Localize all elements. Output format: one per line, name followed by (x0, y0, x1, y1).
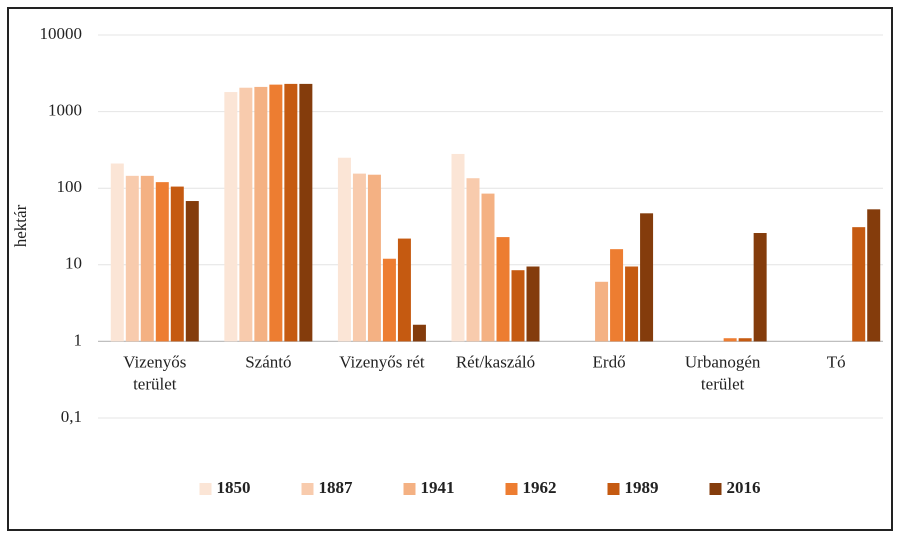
bar (397, 238, 411, 342)
bar (481, 193, 495, 342)
bar (224, 92, 238, 342)
bar (170, 186, 184, 342)
x-tick-label-line: Erdő (593, 352, 626, 371)
bar (110, 163, 124, 342)
legend-label: 1850 (217, 478, 251, 497)
legend-swatch (301, 483, 314, 495)
x-tick-label: Szántó (245, 352, 291, 371)
bar (511, 270, 525, 342)
x-tick-label: Vizenyős terület (123, 352, 186, 393)
legend-label: 1941 (421, 478, 455, 497)
bar (382, 258, 396, 342)
bar (269, 84, 283, 342)
legend-label: 1887 (319, 478, 354, 497)
bar (466, 178, 480, 342)
y-axis-label: hektár (11, 204, 30, 247)
y-tick-label: 100 (57, 177, 83, 196)
bar (753, 233, 767, 342)
x-tick-label-line: terület (133, 374, 177, 393)
x-tick-label-line: Vizenyős rét (339, 352, 425, 371)
bar (352, 173, 366, 342)
legend-swatch (709, 483, 722, 495)
y-tick-label: 10 (65, 254, 82, 273)
x-tick-label-line: Vizenyős (123, 352, 186, 371)
y-tick-label: 10000 (40, 24, 83, 43)
bar (640, 213, 654, 342)
x-tick-label: Urbanogén terület (685, 352, 761, 393)
bar (738, 338, 752, 342)
x-tick-label: Tó (827, 352, 846, 371)
frame (7, 7, 893, 531)
x-tick-label-line: Urbanogén (685, 352, 761, 371)
bar (367, 174, 381, 342)
legend-swatch (505, 483, 518, 495)
legend-swatch (199, 483, 212, 495)
legend-label: 1989 (625, 478, 659, 497)
x-tick-label: Erdő (593, 352, 626, 371)
bar (496, 237, 510, 342)
bar (239, 87, 253, 342)
x-tick-label-line: terület (701, 374, 745, 393)
bar (852, 227, 866, 342)
bar (125, 175, 139, 342)
x-tick-label: Vizenyős rét (339, 352, 425, 371)
y-tick-label: 1000 (48, 101, 82, 120)
x-tick-label-line: Rét/kaszáló (456, 352, 535, 371)
y-tick-label: 1 (74, 330, 83, 349)
legend-swatch (403, 483, 416, 495)
bar (451, 153, 465, 342)
bar (254, 86, 268, 342)
bar (299, 83, 313, 342)
bar (337, 157, 351, 342)
x-tick-label-line: Szántó (245, 352, 291, 371)
bar (284, 83, 298, 342)
bar (140, 175, 154, 342)
x-tick-label: Rét/kaszáló (456, 352, 535, 371)
legend-label: 1962 (523, 478, 557, 497)
bar (625, 266, 639, 342)
bar (412, 324, 426, 342)
bar (185, 201, 199, 342)
bar (723, 338, 737, 342)
bar (595, 281, 609, 342)
bar (526, 266, 540, 342)
bar (155, 182, 169, 342)
x-tick-label-line: Tó (827, 352, 846, 371)
bar (610, 249, 624, 342)
legend-swatch (607, 483, 620, 495)
y-tick-label: 0,1 (61, 407, 82, 426)
legend-label: 2016 (727, 478, 761, 497)
bar (867, 209, 881, 342)
